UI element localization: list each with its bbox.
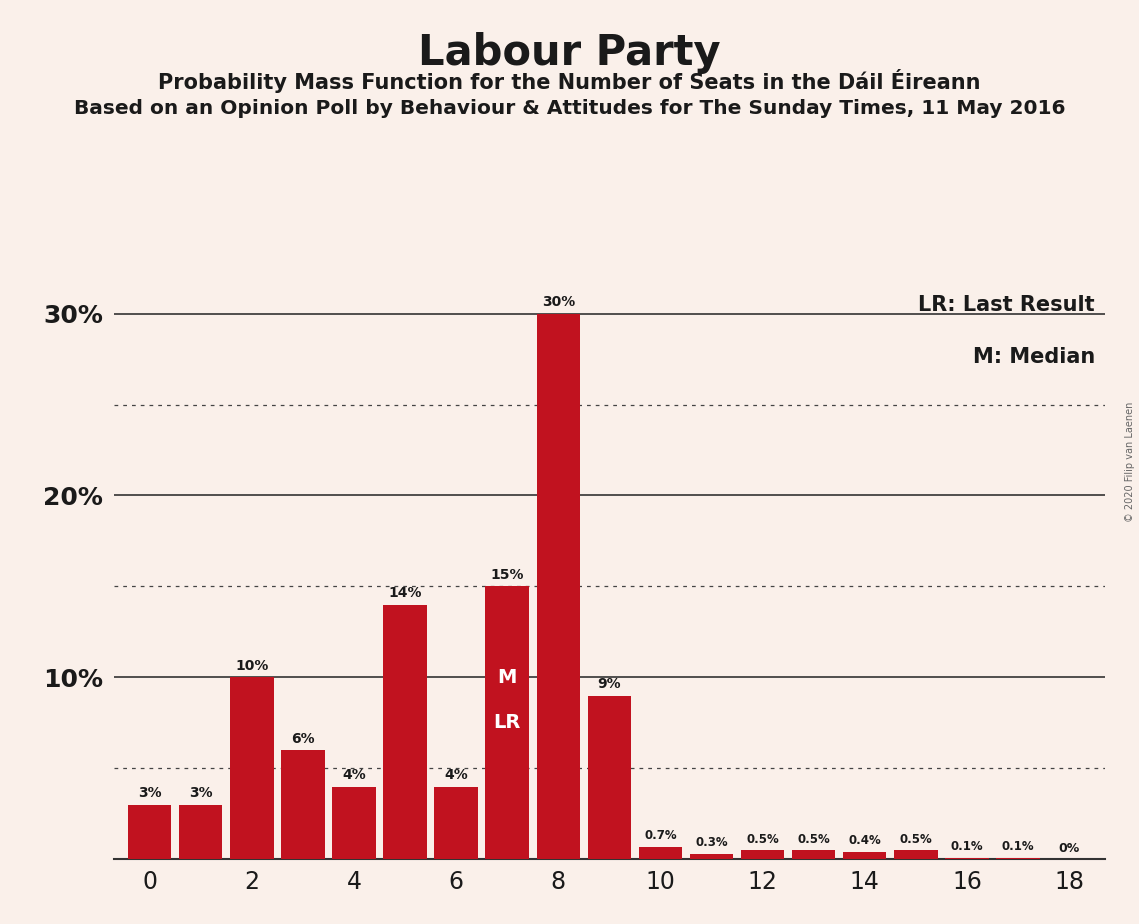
Text: Labour Party: Labour Party	[418, 32, 721, 74]
Bar	[434, 786, 478, 859]
Text: 6%: 6%	[292, 732, 314, 746]
Bar	[843, 852, 886, 859]
Bar	[281, 750, 325, 859]
Text: Probability Mass Function for the Number of Seats in the Dáil Éireann: Probability Mass Function for the Number…	[158, 69, 981, 93]
Text: M: M	[498, 667, 517, 687]
Bar	[179, 805, 222, 859]
Text: 14%: 14%	[388, 586, 421, 600]
Bar	[945, 857, 989, 859]
Text: 0.7%: 0.7%	[645, 829, 677, 842]
Text: M: Median: M: Median	[973, 347, 1095, 367]
Text: 0%: 0%	[1058, 842, 1080, 855]
Bar	[536, 313, 580, 859]
Bar	[639, 846, 682, 859]
Text: 3%: 3%	[138, 786, 162, 800]
Bar	[894, 850, 937, 859]
Text: 0.5%: 0.5%	[900, 833, 932, 845]
Text: 0.1%: 0.1%	[951, 840, 983, 853]
Bar	[690, 854, 734, 859]
Text: 30%: 30%	[542, 295, 575, 309]
Text: 0.5%: 0.5%	[797, 833, 830, 845]
Text: 4%: 4%	[342, 768, 366, 782]
Bar	[333, 786, 376, 859]
Text: 0.5%: 0.5%	[746, 833, 779, 845]
Bar	[230, 677, 273, 859]
Bar	[792, 850, 835, 859]
Text: 0.1%: 0.1%	[1001, 840, 1034, 853]
Text: 4%: 4%	[444, 768, 468, 782]
Text: 0.3%: 0.3%	[695, 836, 728, 849]
Text: 9%: 9%	[598, 677, 621, 691]
Bar	[128, 805, 171, 859]
Bar	[997, 857, 1040, 859]
Text: 3%: 3%	[189, 786, 213, 800]
Text: 15%: 15%	[491, 568, 524, 582]
Text: LR: Last Result: LR: Last Result	[918, 295, 1095, 315]
Bar	[485, 587, 528, 859]
Text: LR: LR	[493, 713, 521, 732]
Bar	[740, 850, 785, 859]
Text: 10%: 10%	[235, 659, 269, 673]
Text: Based on an Opinion Poll by Behaviour & Attitudes for The Sunday Times, 11 May 2: Based on an Opinion Poll by Behaviour & …	[74, 99, 1065, 118]
Text: 0.4%: 0.4%	[849, 834, 882, 847]
Text: © 2020 Filip van Laenen: © 2020 Filip van Laenen	[1125, 402, 1134, 522]
Bar	[384, 604, 427, 859]
Bar	[588, 696, 631, 859]
